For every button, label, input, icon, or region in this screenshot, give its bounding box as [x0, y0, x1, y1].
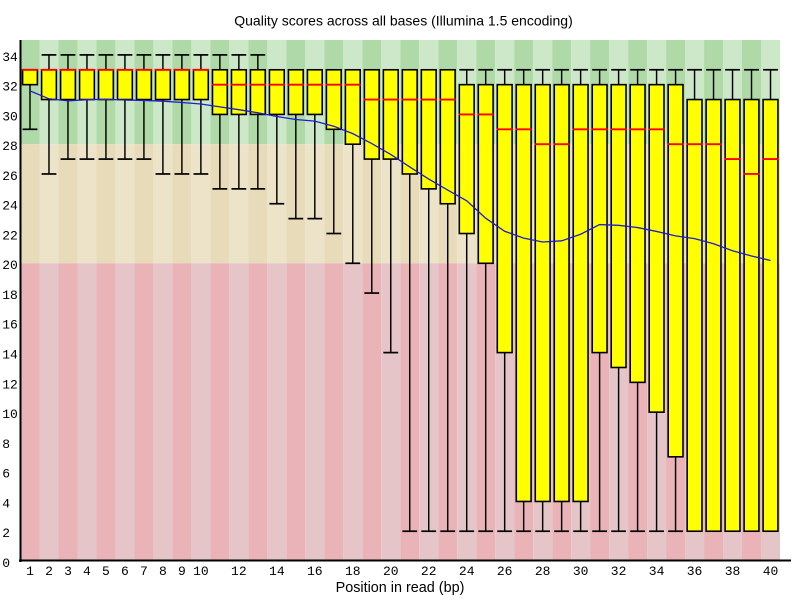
svg-text:22: 22: [421, 564, 437, 579]
svg-text:32: 32: [2, 80, 18, 95]
svg-text:0: 0: [2, 556, 10, 571]
svg-text:Quality scores across all base: Quality scores across all bases (Illumin…: [234, 13, 573, 29]
svg-text:12: 12: [231, 564, 247, 579]
svg-text:20: 20: [383, 564, 399, 579]
svg-text:14: 14: [269, 564, 285, 579]
svg-text:6: 6: [2, 467, 10, 482]
svg-text:Position in read (bp): Position in read (bp): [336, 580, 465, 596]
svg-text:10: 10: [2, 407, 18, 422]
svg-text:32: 32: [611, 564, 627, 579]
svg-text:20: 20: [2, 258, 18, 273]
svg-text:4: 4: [2, 496, 10, 511]
svg-text:6: 6: [121, 564, 129, 579]
svg-text:16: 16: [2, 318, 18, 333]
svg-text:22: 22: [2, 228, 18, 243]
svg-text:2: 2: [2, 526, 10, 541]
svg-text:30: 30: [573, 564, 589, 579]
svg-text:14: 14: [2, 348, 18, 363]
svg-text:24: 24: [459, 564, 475, 579]
svg-text:10: 10: [193, 564, 209, 579]
svg-text:34: 34: [2, 50, 18, 65]
svg-text:24: 24: [2, 199, 18, 214]
svg-text:26: 26: [2, 169, 18, 184]
svg-text:5: 5: [102, 564, 110, 579]
svg-text:28: 28: [2, 139, 18, 154]
svg-text:8: 8: [159, 564, 167, 579]
svg-text:9: 9: [178, 564, 186, 579]
svg-text:1: 1: [26, 564, 34, 579]
svg-text:3: 3: [64, 564, 72, 579]
svg-text:2: 2: [45, 564, 53, 579]
svg-text:7: 7: [140, 564, 148, 579]
svg-text:28: 28: [535, 564, 551, 579]
svg-text:16: 16: [307, 564, 323, 579]
svg-text:12: 12: [2, 377, 18, 392]
svg-text:18: 18: [2, 288, 18, 303]
svg-text:18: 18: [345, 564, 361, 579]
svg-text:30: 30: [2, 109, 18, 124]
svg-text:26: 26: [497, 564, 513, 579]
svg-text:38: 38: [725, 564, 741, 579]
svg-text:4: 4: [83, 564, 91, 579]
svg-text:8: 8: [2, 437, 10, 452]
svg-text:34: 34: [649, 564, 665, 579]
svg-text:40: 40: [763, 564, 779, 579]
svg-text:36: 36: [687, 564, 703, 579]
